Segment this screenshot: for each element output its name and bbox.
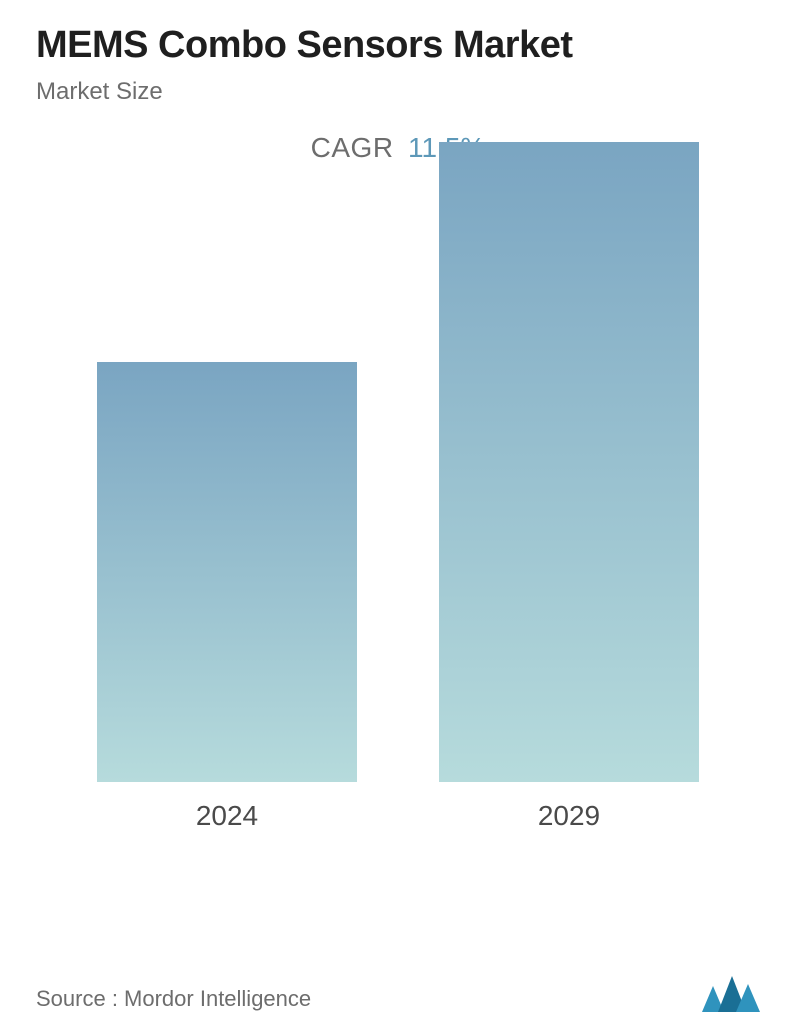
bar-category-label: 2024 bbox=[196, 800, 258, 832]
chart-card: MEMS Combo Sensors Market Market Size CA… bbox=[0, 0, 796, 1034]
source-attribution: Source : Mordor Intelligence bbox=[36, 986, 311, 1012]
bar-chart: 2024 2029 bbox=[36, 192, 760, 882]
mordor-logo-icon bbox=[702, 972, 760, 1012]
bar bbox=[97, 362, 357, 782]
chart-title: MEMS Combo Sensors Market bbox=[36, 24, 760, 68]
bar-category-label: 2029 bbox=[538, 800, 600, 832]
bar bbox=[439, 142, 699, 782]
chart-subtitle: Market Size bbox=[36, 78, 760, 106]
bar-group: 2029 bbox=[439, 142, 699, 832]
bar-group: 2024 bbox=[97, 362, 357, 832]
chart-footer: Source : Mordor Intelligence bbox=[36, 972, 760, 1012]
cagr-label: CAGR bbox=[311, 132, 394, 163]
